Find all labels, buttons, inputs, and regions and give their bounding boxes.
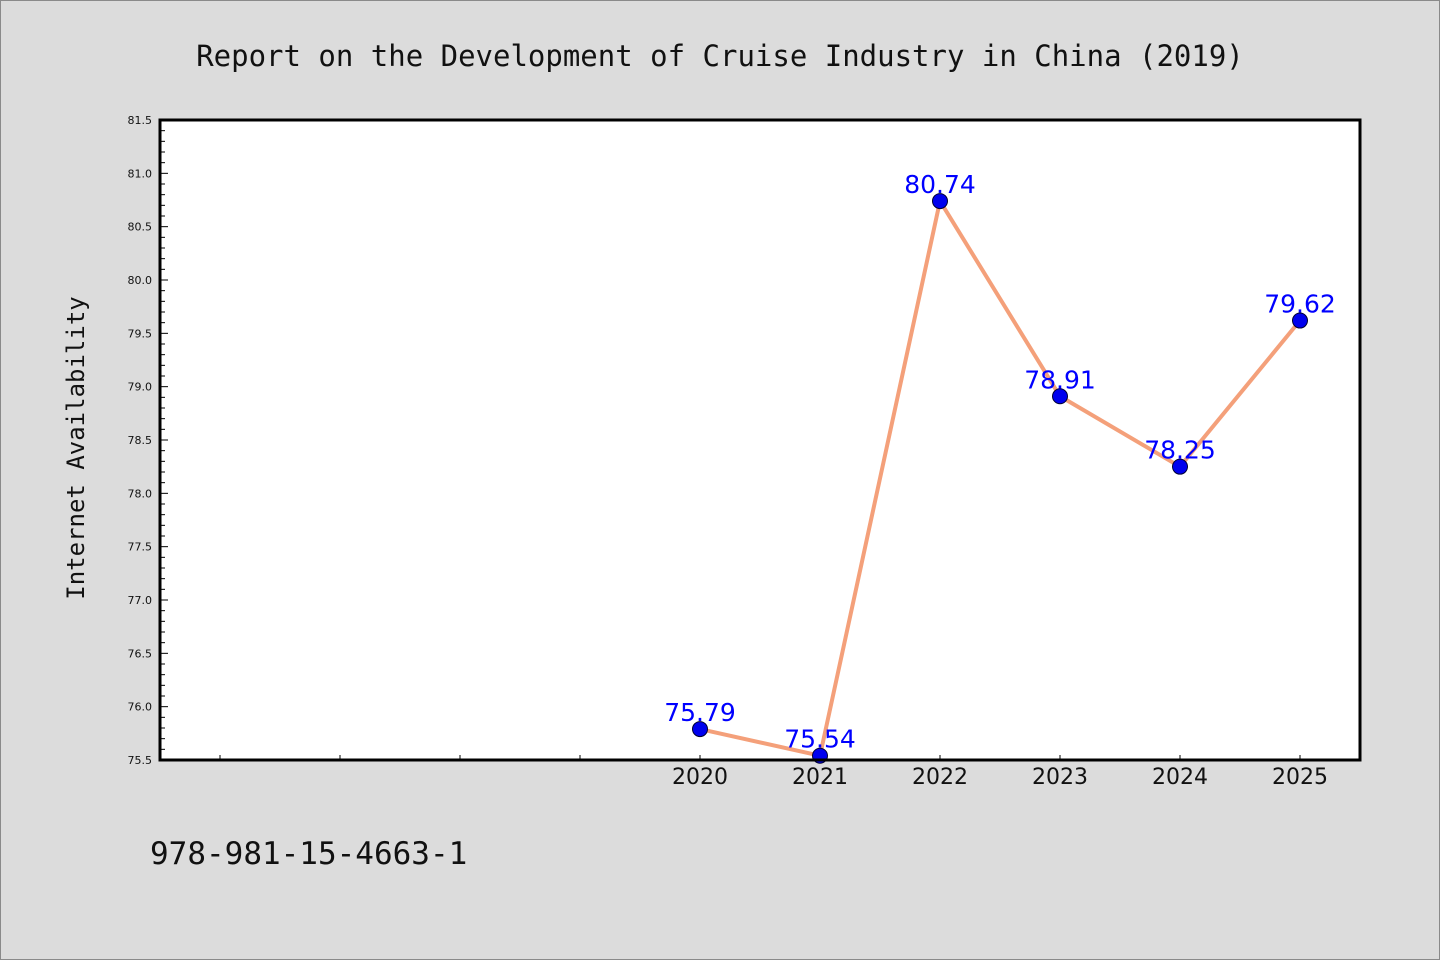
x-tick-label: 2020 [672,765,728,790]
y-tick-label: 79.0 [128,381,153,394]
y-tick-label: 79.5 [128,327,153,340]
y-tick-label: 81.5 [128,114,153,127]
plot-area [160,120,1360,760]
y-tick-label: 76.5 [128,647,153,660]
y-tick-label: 81.0 [128,167,153,180]
y-tick-label: 77.5 [128,541,153,554]
plot-border [158,118,1362,762]
data-label: 80.74 [904,170,976,199]
data-point [932,193,948,210]
data-label: 78.91 [1024,365,1096,394]
x-tick-label: 2021 [792,765,848,790]
x-axis-ticks: 2020 2021 2022 2023 2024 2025 [219,755,1328,790]
y-tick-label: 78.0 [128,487,153,500]
series-line [699,199,1302,758]
data-point [1052,388,1068,405]
x-tick-label: 2025 [1272,765,1328,790]
data-point [1292,312,1308,329]
data-label: 75.79 [664,698,736,727]
data-label: 78.25 [1144,436,1216,465]
y-tick-label: 76.0 [128,701,153,714]
data-point [1172,458,1188,475]
y-tick-label: 75.5 [128,754,153,767]
y-tick-label: 77.0 [128,594,153,607]
data-label: 75.54 [784,725,856,754]
x-tick-label: 2023 [1032,765,1088,790]
y-tick-label: 80.5 [128,221,153,234]
y-tick-label: 78.5 [128,434,153,447]
chart-title: Report on the Development of Cruise Indu… [196,39,1244,73]
data-point [692,721,708,738]
data-label: 79.62 [1264,290,1336,319]
y-tick-label: 80.0 [128,274,153,287]
y-axis-label: Internet Availability [62,296,90,599]
x-tick-label: 2024 [1152,765,1208,790]
x-tick-label: 2022 [912,765,968,790]
footer-isbn: 978-981-15-4663-1 [150,836,467,872]
y-axis-ticks: 75.5 76.0 76.5 77.0 77.5 78.0 78.5 79.0 79.5 80.0… [128,114,168,767]
